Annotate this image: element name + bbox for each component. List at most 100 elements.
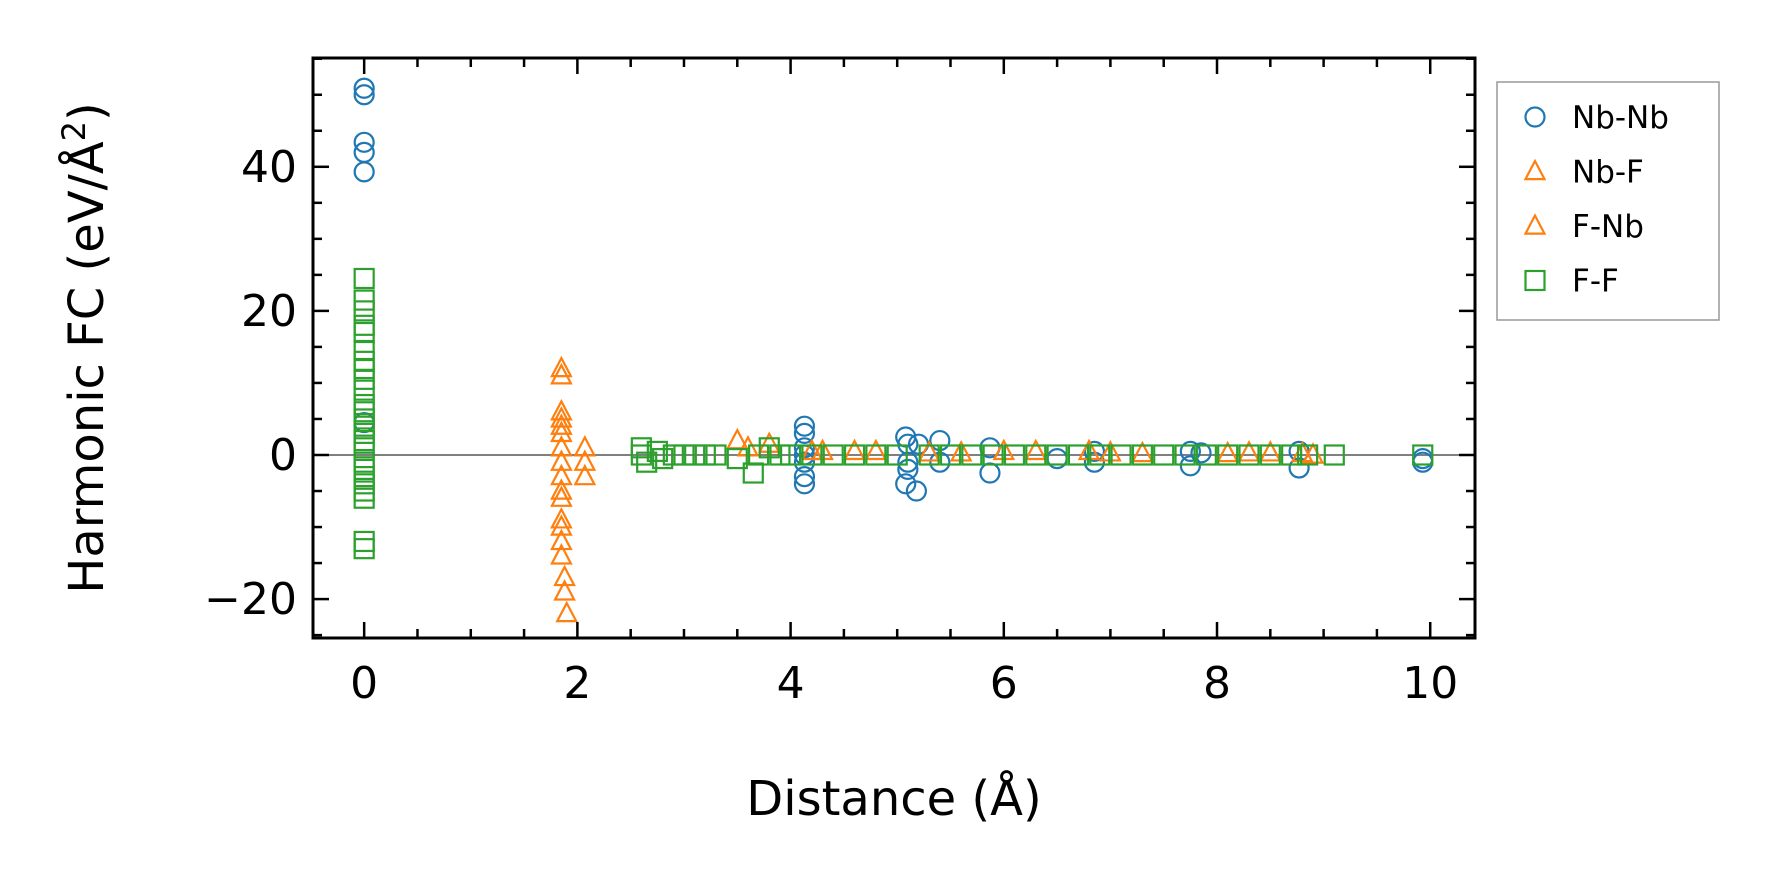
data-point bbox=[758, 437, 780, 459]
data-point bbox=[1174, 444, 1196, 466]
data-point bbox=[550, 355, 573, 378]
x-tick-label: 4 bbox=[777, 658, 805, 709]
data-point bbox=[550, 398, 573, 421]
data-point bbox=[939, 444, 962, 466]
x-tick-label: 8 bbox=[1203, 658, 1231, 709]
data-point bbox=[662, 444, 684, 466]
axes: 0 2 4 6 8 10 −20 0 20 40 bbox=[204, 56, 1477, 709]
data-point bbox=[550, 434, 573, 457]
data-point bbox=[353, 321, 375, 344]
data-point bbox=[1412, 444, 1434, 466]
data-point bbox=[705, 444, 727, 466]
data-marks bbox=[313, 77, 1475, 623]
data-point bbox=[793, 466, 816, 488]
data-point bbox=[1259, 444, 1281, 466]
data-point bbox=[1195, 444, 1217, 466]
data-point bbox=[1179, 440, 1201, 462]
y-tick-label: 0 bbox=[269, 430, 297, 481]
series-nb-nb bbox=[353, 77, 1434, 502]
data-point bbox=[961, 444, 983, 466]
data-point bbox=[1131, 444, 1153, 466]
data-point bbox=[353, 422, 375, 444]
data-point bbox=[1301, 442, 1325, 464]
data-point bbox=[801, 444, 823, 466]
data-point bbox=[573, 463, 597, 486]
data-point bbox=[353, 267, 375, 290]
data-point bbox=[897, 458, 919, 481]
y-axis-label: Harmonic FC (eV/Å2) bbox=[55, 102, 115, 594]
data-point bbox=[800, 438, 824, 461]
data-point bbox=[353, 161, 375, 183]
data-point bbox=[353, 480, 375, 502]
data-point bbox=[1237, 440, 1261, 462]
x-axis-label: Distance (Å) bbox=[746, 770, 1041, 827]
data-point bbox=[1003, 444, 1026, 466]
data-point bbox=[865, 444, 887, 466]
data-point bbox=[1190, 442, 1212, 464]
data-point bbox=[353, 401, 375, 423]
data-point bbox=[550, 543, 573, 565]
data-point bbox=[550, 449, 573, 471]
data-point bbox=[353, 314, 375, 336]
data-point bbox=[1217, 444, 1239, 466]
square-legend-icon bbox=[1524, 269, 1546, 292]
data-point bbox=[1046, 444, 1068, 466]
data-point bbox=[979, 462, 1001, 484]
x-tick-label: 2 bbox=[563, 658, 591, 709]
data-point bbox=[1238, 444, 1260, 466]
data-point bbox=[757, 431, 781, 453]
data-point bbox=[1258, 440, 1282, 462]
data-point bbox=[726, 447, 748, 470]
data-point bbox=[353, 538, 375, 560]
data-point bbox=[918, 444, 940, 466]
legend-label: Nb-F bbox=[1572, 155, 1644, 191]
legend-label: F-Nb bbox=[1572, 209, 1644, 245]
data-point bbox=[748, 444, 770, 466]
data-point bbox=[553, 579, 576, 601]
data-point bbox=[353, 289, 375, 311]
data-point bbox=[353, 300, 375, 322]
data-point bbox=[992, 438, 1016, 461]
data-point bbox=[550, 420, 573, 443]
data-point bbox=[843, 438, 866, 461]
data-point bbox=[793, 415, 816, 437]
x-tick-label: 0 bbox=[350, 658, 378, 709]
data-point bbox=[550, 478, 573, 500]
data-point bbox=[353, 379, 375, 401]
data-point bbox=[886, 444, 908, 466]
data-point bbox=[864, 438, 888, 461]
data-point bbox=[353, 368, 375, 390]
data-point bbox=[1083, 440, 1106, 462]
y-tick-label: −20 bbox=[204, 574, 297, 625]
data-point bbox=[550, 528, 573, 551]
data-point bbox=[550, 514, 573, 536]
data-point bbox=[550, 362, 573, 385]
data-point bbox=[573, 449, 597, 471]
data-point bbox=[555, 600, 579, 623]
data-point bbox=[550, 507, 573, 529]
data-point bbox=[353, 466, 375, 488]
x-tick-label: 10 bbox=[1402, 658, 1458, 709]
data-point bbox=[550, 463, 573, 486]
data-point bbox=[929, 451, 951, 473]
legend-entry: F-F bbox=[1524, 264, 1619, 300]
data-point bbox=[793, 422, 816, 444]
data-point bbox=[353, 393, 375, 416]
data-point bbox=[843, 444, 866, 466]
y-tick-label: 20 bbox=[241, 286, 297, 337]
data-point bbox=[1179, 455, 1201, 477]
legend-entry: F-Nb bbox=[1523, 209, 1644, 245]
data-point bbox=[929, 429, 951, 452]
data-point bbox=[1110, 444, 1132, 466]
data-point bbox=[1323, 444, 1345, 466]
data-point bbox=[917, 440, 941, 462]
data-point bbox=[694, 444, 716, 466]
data-point bbox=[353, 530, 375, 553]
data-point bbox=[1281, 444, 1303, 466]
data-point bbox=[793, 451, 816, 473]
plot-frame bbox=[311, 56, 1477, 640]
legend-label: F-F bbox=[1572, 264, 1619, 300]
data-point bbox=[684, 444, 706, 466]
data-point bbox=[353, 429, 375, 452]
